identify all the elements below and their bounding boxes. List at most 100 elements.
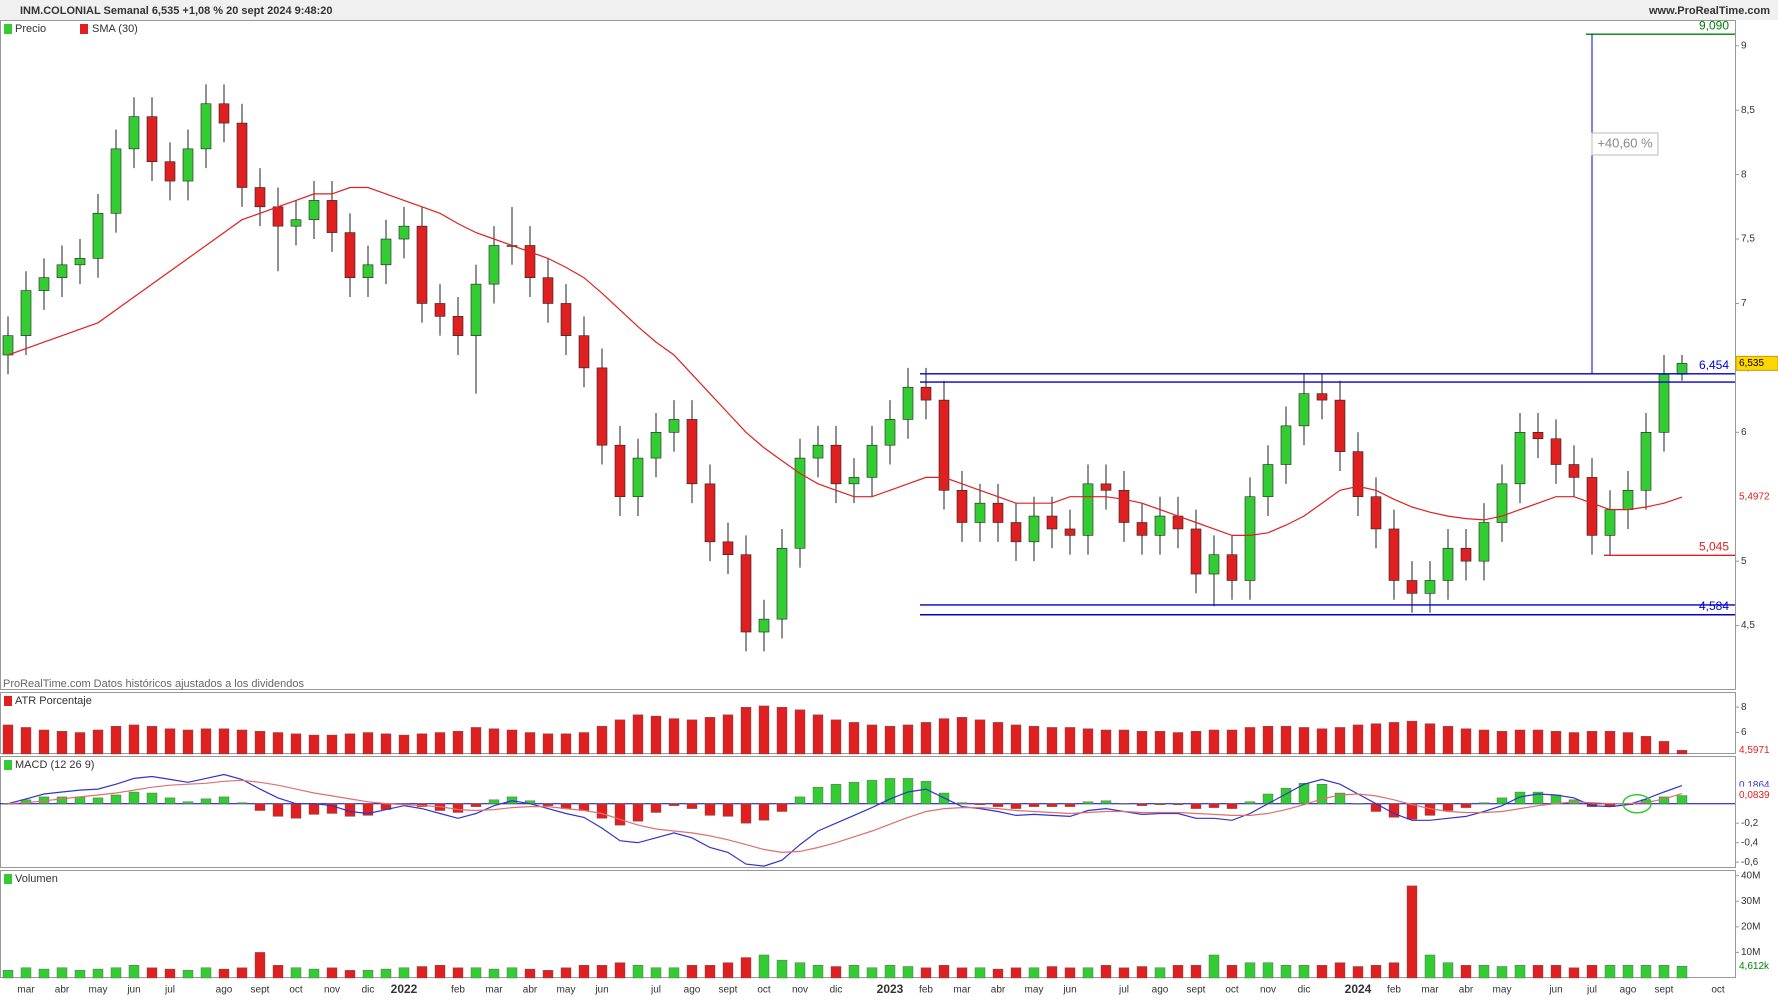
bar	[1316, 965, 1328, 979]
histogram-bar	[668, 803, 680, 806]
bar	[1118, 967, 1130, 979]
bar	[1298, 727, 1310, 755]
candle-body	[1028, 515, 1040, 543]
macd-panel	[0, 756, 1736, 868]
level-label: 6,454	[1699, 358, 1729, 372]
bar	[56, 967, 68, 979]
histogram-bar	[812, 786, 824, 804]
x-tick-label: ago	[1620, 985, 1637, 996]
candle-body	[146, 116, 158, 163]
candle-body	[2, 335, 14, 356]
legend-swatch	[80, 24, 88, 34]
annotation-box	[1591, 132, 1659, 156]
candle-body	[488, 245, 500, 285]
x-tick-label: 2023	[877, 982, 904, 996]
candle-body	[1532, 432, 1544, 440]
bar	[1478, 729, 1490, 755]
bar	[1280, 965, 1292, 979]
y-tick-label: 8	[1741, 702, 1747, 713]
last-value-label: 6,535	[1739, 358, 1764, 369]
candle-body	[1622, 489, 1634, 510]
candle-body	[956, 489, 968, 523]
x-tick-label: mar	[953, 985, 971, 996]
x-tick-label: jun	[126, 985, 140, 996]
candle-body	[1658, 374, 1670, 433]
y-tick-label: 10M	[1741, 947, 1760, 958]
line	[7, 773, 1683, 867]
x-tick-label: jul	[1586, 985, 1597, 996]
bar	[1352, 724, 1364, 755]
bar	[506, 967, 518, 979]
bar	[1388, 722, 1400, 755]
candle-body	[1082, 483, 1094, 536]
candle-body	[1172, 515, 1184, 530]
y-tick-label: 30M	[1741, 896, 1760, 907]
bar	[1370, 965, 1382, 979]
legend-label: Precio	[15, 23, 46, 35]
bar	[146, 967, 158, 979]
legend-swatch	[4, 874, 12, 884]
bar	[344, 733, 356, 755]
y-tick-label: 7	[1741, 298, 1747, 309]
bar	[1550, 731, 1562, 755]
candle-body	[362, 264, 374, 278]
x-tick-label: jul	[1118, 985, 1129, 996]
histogram-bar	[974, 803, 986, 805]
x-tick-label: jul	[650, 985, 661, 996]
candle-body	[380, 238, 392, 266]
bar	[416, 966, 428, 979]
last-value-box	[1736, 743, 1778, 758]
bar	[1442, 962, 1454, 979]
bar	[38, 729, 50, 755]
histogram-bar	[74, 796, 86, 804]
histogram-bar	[794, 796, 806, 804]
bar	[578, 732, 590, 755]
histogram-bar	[722, 803, 734, 817]
bar	[1010, 724, 1022, 755]
histogram-bar	[956, 802, 968, 804]
bar	[1550, 965, 1562, 979]
bar	[1154, 731, 1166, 755]
bar	[830, 966, 842, 979]
histogram-bar	[236, 802, 248, 804]
candle-body	[560, 303, 572, 336]
histogram-bar	[1118, 803, 1130, 805]
histogram-bar	[1514, 791, 1526, 804]
candle-body	[56, 264, 68, 278]
bar	[1658, 965, 1670, 979]
candle-body	[1262, 464, 1274, 498]
bar	[740, 706, 752, 755]
bar	[560, 967, 572, 979]
y-tick-label: 6	[1741, 427, 1747, 438]
bar	[542, 970, 554, 979]
x-tick-label: mar	[1421, 985, 1439, 996]
y-tick-label: 5	[1741, 556, 1747, 567]
histogram-bar	[56, 796, 68, 804]
last-value-box	[1735, 355, 1778, 371]
bar	[470, 727, 482, 755]
bar	[848, 965, 860, 979]
bar	[758, 705, 770, 755]
bar	[74, 970, 86, 979]
candle-body	[1208, 554, 1220, 575]
histogram-bar	[1190, 803, 1202, 809]
bar	[524, 968, 536, 979]
histogram-bar	[254, 803, 266, 811]
bar	[650, 967, 662, 979]
y-tick-label: 7,5	[1741, 234, 1755, 245]
histogram-bar	[1244, 801, 1256, 804]
x-tick-label: nov	[324, 985, 340, 996]
header-bar	[0, 0, 1778, 20]
bar	[488, 968, 500, 979]
candle-body	[1550, 438, 1562, 465]
bar	[830, 719, 842, 755]
bar	[38, 968, 50, 979]
bar	[1208, 729, 1220, 755]
candle-body	[1334, 399, 1346, 452]
candle-body	[1388, 528, 1400, 581]
candle-body	[254, 187, 266, 208]
candle-body	[1406, 580, 1418, 594]
candle-body	[650, 432, 662, 459]
bar	[308, 734, 320, 755]
bar	[272, 732, 284, 755]
